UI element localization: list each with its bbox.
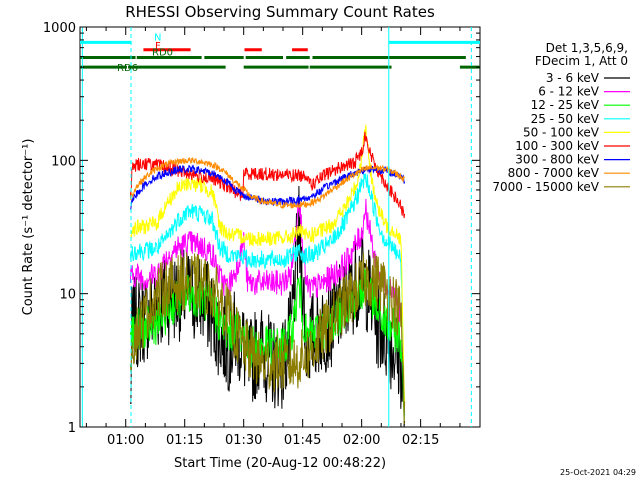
series-line-9	[129, 252, 406, 425]
plot-frame	[79, 26, 481, 428]
y-tick-label: 100	[51, 154, 76, 169]
legend-label-2: 6 - 12 keV	[538, 85, 600, 99]
x-tick-label: 01:15	[166, 433, 203, 448]
series-line-2	[129, 198, 406, 414]
flag-label-rd6: RD6	[117, 63, 138, 74]
series-line-7	[129, 164, 406, 210]
legend-label-5: 50 - 100 keV	[523, 125, 600, 139]
x-tick-label: 02:15	[402, 433, 439, 448]
legend-header-line: FDecim 1, Att 0	[535, 54, 628, 68]
y-axis-label: Count Rate (s⁻¹ detector⁻¹)	[21, 139, 36, 316]
legend-label-6: 100 - 300 keV	[515, 139, 599, 153]
flag-label-rd0: RD0	[152, 48, 173, 59]
flag-label-n: N	[154, 32, 161, 43]
x-tick-label: 01:00	[107, 433, 144, 448]
legend-header-line: Det 1,3,5,6,9,	[546, 41, 628, 55]
series-line-8	[129, 157, 405, 210]
axes: 01:00 01:15 01:30 01:45 02:00 02:15 1 10 100 1000	[43, 21, 480, 448]
legend-label-9: 7000 - 15000 keV	[492, 180, 599, 194]
vertical-markers	[81, 27, 472, 427]
legend-label-4: 25 - 50 keV	[531, 112, 600, 126]
legend-label-1: 3 - 6 keV	[546, 71, 600, 85]
y-tick-label: 1000	[43, 21, 76, 36]
legend: Det 1,3,5,6,9,FDecim 1, Att 0 3 - 6 keV6 …	[492, 41, 630, 194]
legend-label-3: 12 - 25 keV	[531, 98, 600, 112]
series-line-5	[129, 124, 406, 406]
chart-title: RHESSI Observing Summary Count Rates	[125, 3, 435, 21]
flag-label-f: F	[155, 41, 161, 52]
x-axis-label: Start Time (20-Aug-12 00:48:22)	[174, 456, 386, 471]
series-line-4	[129, 173, 406, 416]
y-tick-label: 10	[59, 288, 76, 303]
legend-label-8: 800 - 7000 keV	[508, 166, 600, 180]
series-layer	[129, 124, 406, 428]
footer-timestamp: 25-Oct-2021 04:29	[560, 468, 636, 477]
y-tick-label: 1	[68, 421, 76, 436]
legend-label-7: 300 - 800 keV	[515, 153, 599, 167]
x-tick-label: 01:45	[284, 433, 321, 448]
x-tick-label: 01:30	[225, 433, 262, 448]
x-tick-label: 02:00	[343, 433, 380, 448]
